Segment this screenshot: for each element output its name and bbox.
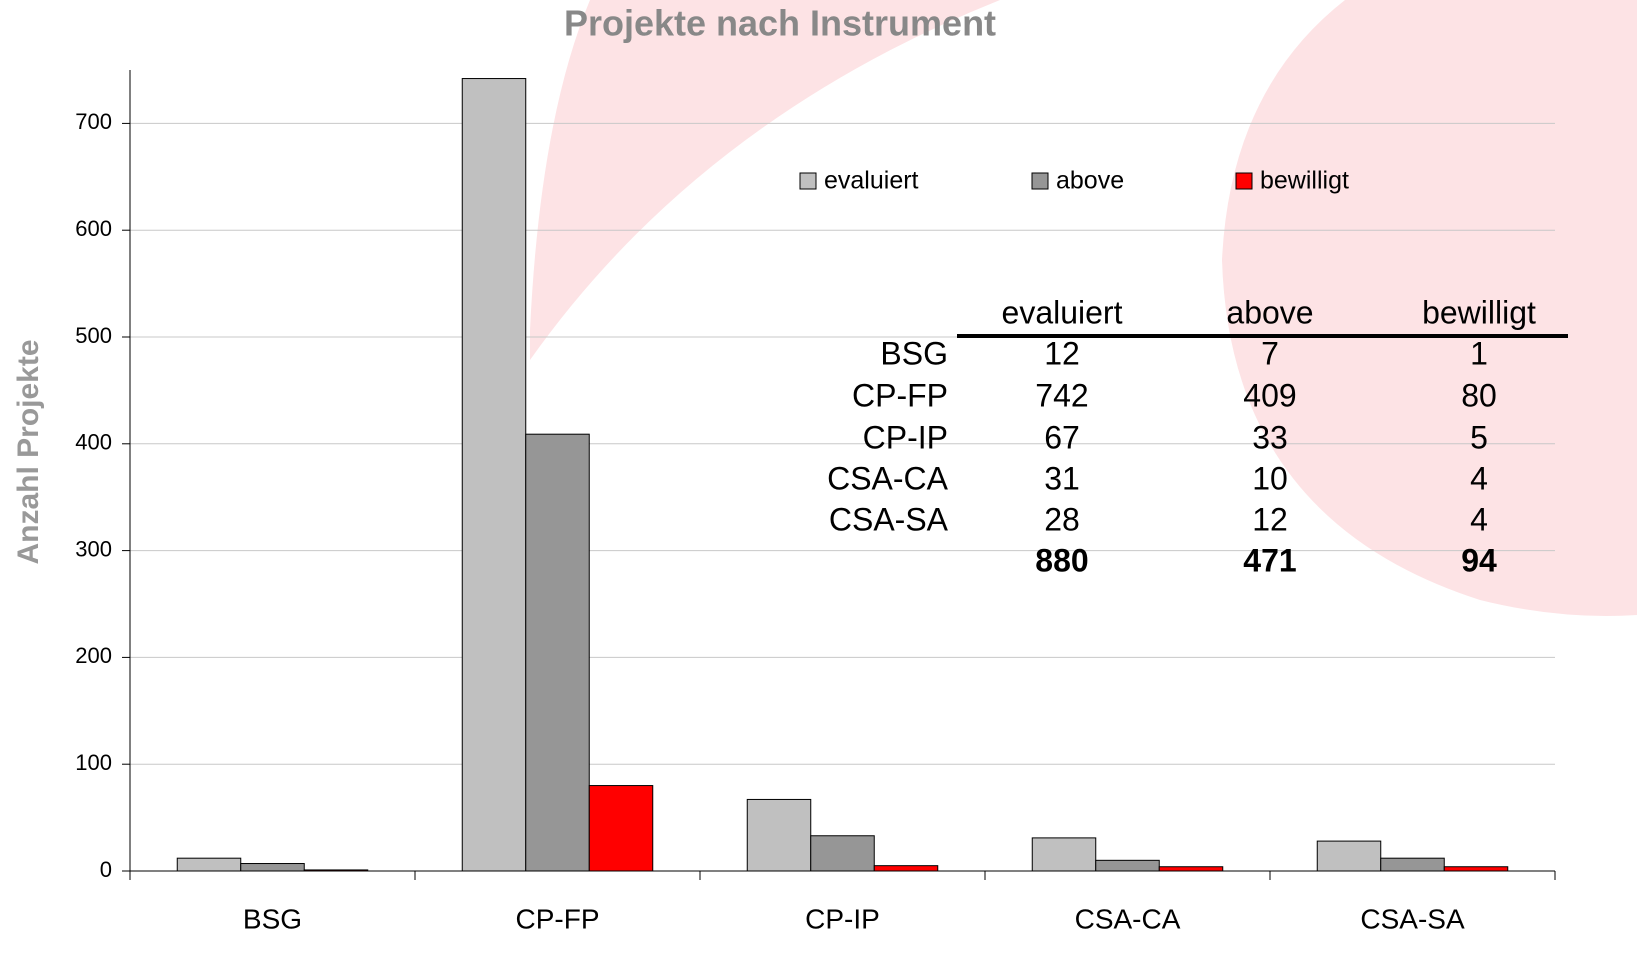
bars <box>176 78 1509 872</box>
bar <box>176 857 242 872</box>
table-header: above <box>1226 294 1313 330</box>
table-cell: 12 <box>1252 501 1288 537</box>
bar <box>1316 840 1382 872</box>
bar <box>1158 866 1224 872</box>
y-tick-label: 200 <box>75 643 112 668</box>
legend-swatch <box>1235 172 1253 190</box>
x-tick-label: CP-FP <box>516 903 600 934</box>
table-cell: 33 <box>1252 419 1288 455</box>
table-cell: 12 <box>1044 335 1080 371</box>
table-total: 880 <box>1035 542 1088 578</box>
table-cell: 409 <box>1243 377 1296 413</box>
y-tick-label: 300 <box>75 536 112 561</box>
y-tick-label: 700 <box>75 109 112 134</box>
bar <box>746 798 812 872</box>
x-tick-label: BSG <box>243 903 302 934</box>
table-cell: 7 <box>1261 335 1279 371</box>
legend-label: evaluiert <box>824 167 919 195</box>
bar <box>588 785 654 872</box>
table-header: bewilligt <box>1422 294 1536 330</box>
table-cell: 10 <box>1252 460 1288 496</box>
table-total: 471 <box>1243 542 1296 578</box>
y-tick-label: 600 <box>75 216 112 241</box>
y-tick-label: 0 <box>100 857 112 882</box>
legend: evaluiert above bewilligt <box>799 167 1349 195</box>
x-tick-label: CSA-CA <box>1075 903 1181 934</box>
y-axis-label: Anzahl Projekte <box>12 339 45 564</box>
legend-label: bewilligt <box>1260 167 1349 195</box>
table-header: evaluiert <box>1002 294 1123 330</box>
bar <box>1095 859 1160 872</box>
y-tick-label: 100 <box>75 750 112 775</box>
bar <box>873 865 939 872</box>
bar <box>240 863 305 872</box>
legend-label: above <box>1056 167 1124 195</box>
table-cell: 4 <box>1470 501 1488 537</box>
y-tick-label: 500 <box>75 323 112 348</box>
table-row-label: CSA-CA <box>827 460 949 496</box>
table-cell: 1 <box>1470 335 1488 371</box>
legend-swatch <box>799 172 817 190</box>
x-tick-label: CSA-SA <box>1360 903 1465 934</box>
bar <box>1443 866 1509 872</box>
bar <box>1031 837 1097 872</box>
axes: 0 100 200 300 400 500 600 700 BSG CP-FP CP-IP CSA-C… <box>75 70 1556 934</box>
background-decoration <box>530 0 1637 616</box>
table-cell: 67 <box>1044 419 1080 455</box>
y-tick-label: 400 <box>75 430 112 455</box>
chart-title: Projekte nach Instrument <box>564 3 996 44</box>
table-row-label: BSG <box>880 335 948 371</box>
bar <box>461 78 527 872</box>
table-cell: 4 <box>1470 460 1488 496</box>
legend-swatch <box>1031 172 1049 190</box>
x-tick-label: CP-IP <box>805 903 880 934</box>
table-row-label: CP-IP <box>863 419 948 455</box>
table-row-label: CSA-SA <box>829 501 949 537</box>
table-row-label: CP-FP <box>852 377 948 413</box>
data-table: evaluiert above bewilligt BSG 12 7 1 CP-FP 742 40… <box>827 294 1568 578</box>
table-cell: 80 <box>1461 377 1497 413</box>
table-cell: 742 <box>1035 377 1088 413</box>
table-cell: 28 <box>1044 501 1080 537</box>
bar <box>810 835 875 872</box>
bar <box>525 433 590 872</box>
bar <box>1380 857 1445 872</box>
table-total: 94 <box>1461 542 1497 578</box>
table-cell: 31 <box>1044 460 1080 496</box>
table-cell: 5 <box>1470 419 1488 455</box>
